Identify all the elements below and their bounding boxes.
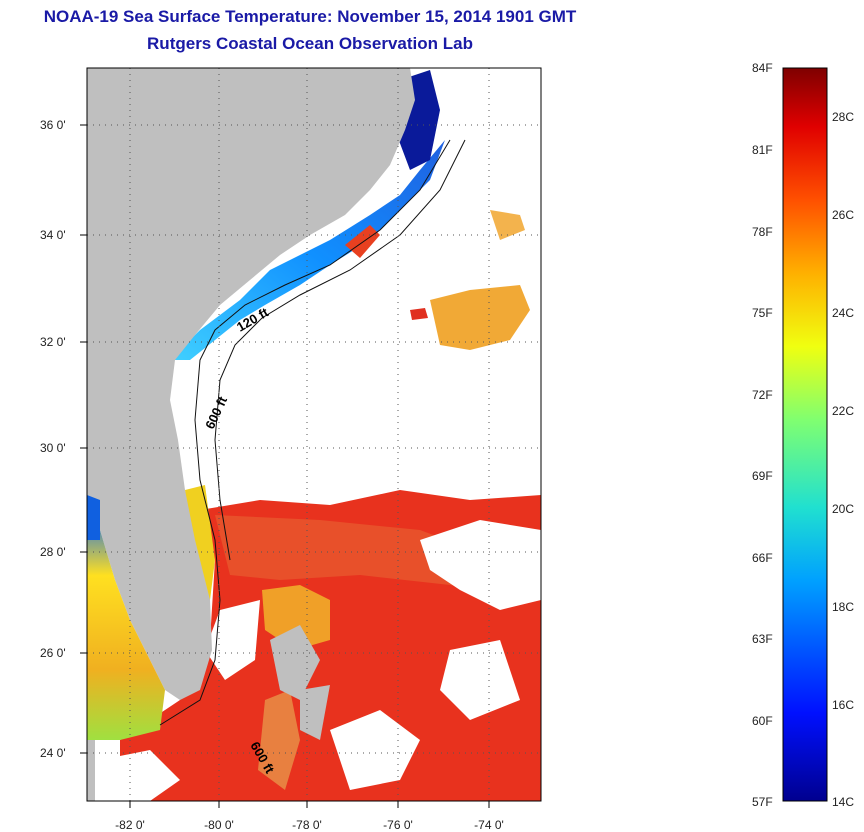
cb-f-69: 69F [752, 469, 773, 483]
warm-eddy [345, 225, 380, 258]
lon-label-76: -76 0' [383, 818, 413, 832]
lat-label-36: 36 0' [40, 118, 66, 132]
cb-f-78: 78F [752, 225, 773, 239]
lon-label-78: -78 0' [292, 818, 322, 832]
cb-f-75: 75F [752, 306, 773, 320]
map-title: NOAA-19 Sea Surface Temperature: Novembe… [43, 7, 577, 26]
cb-f-84: 84F [752, 61, 773, 75]
axis-ticks [80, 124, 490, 808]
lat-label-26: 26 0' [40, 646, 66, 660]
gulf-cool-water [87, 495, 100, 540]
cb-f-72: 72F [752, 388, 773, 402]
cb-f-57: 57F [752, 795, 773, 809]
cb-c-16: 16C [832, 698, 855, 712]
cloud-patches [100, 520, 541, 801]
cb-c-28: 28C [832, 110, 855, 124]
cb-c-26: 26C [832, 208, 855, 222]
coastal-cool-water [170, 140, 445, 360]
cb-c-24: 24C [832, 306, 855, 320]
lon-label-80: -80 0' [204, 818, 234, 832]
lat-label-30: 30 0' [40, 441, 66, 455]
colorbar [782, 67, 828, 802]
cb-f-63: 63F [752, 632, 773, 646]
sst-map: 120 ft 600 ft 600 ft [87, 68, 541, 801]
cb-c-20: 20C [832, 502, 855, 516]
gulf-water [87, 505, 165, 740]
lon-label-82: -82 0' [115, 818, 145, 832]
warm-water-region [120, 210, 541, 801]
map-subtitle: Rutgers Coastal Ocean Observation Lab [147, 34, 473, 53]
lat-label-28: 28 0' [40, 545, 66, 559]
cb-c-18: 18C [832, 600, 855, 614]
cb-f-81: 81F [752, 143, 773, 157]
cb-f-66: 66F [752, 551, 773, 565]
isobaths [159, 139, 466, 726]
lat-label-24: 24 0' [40, 746, 66, 760]
cb-c-22: 22C [832, 404, 855, 418]
graticule [87, 68, 541, 801]
lat-label-32: 32 0' [40, 335, 66, 349]
cb-f-60: 60F [752, 714, 773, 728]
lon-label-74: -74 0' [474, 818, 504, 832]
lat-label-34: 34 0' [40, 228, 66, 242]
map-frame [86, 67, 542, 802]
cb-c-14: 14C [832, 795, 855, 809]
florida-coastal-water [185, 485, 215, 600]
